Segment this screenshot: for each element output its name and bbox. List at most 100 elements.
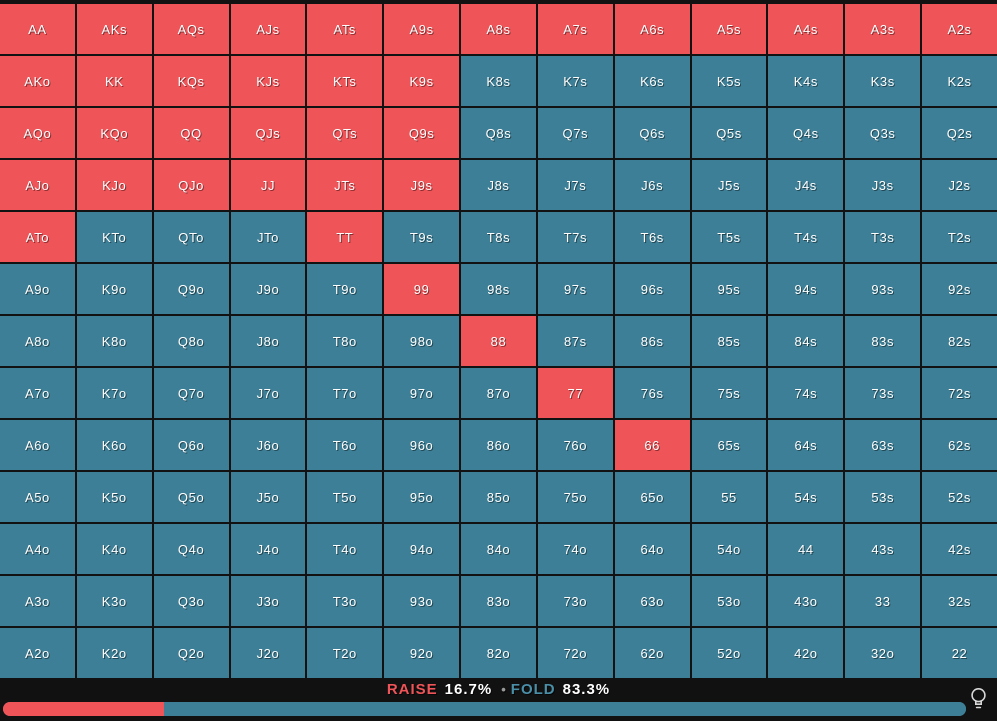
hand-cell-T9s[interactable]: T9s [384,212,460,262]
hand-cell-AA[interactable]: AA [0,4,75,54]
hand-cell-K4o[interactable]: K4o [76,524,152,574]
hand-cell-52s[interactable]: 52s [922,472,997,522]
hand-cell-K8o[interactable]: K8o [76,316,152,366]
hand-cell-J7s[interactable]: J7s [537,160,613,210]
hand-cell-97s[interactable]: 97s [537,264,613,314]
hand-cell-J9s[interactable]: J9s [384,160,460,210]
hand-cell-32o[interactable]: 32o [845,628,921,678]
hand-cell-KJo[interactable]: KJo [76,160,152,210]
hand-cell-Q3s[interactable]: Q3s [845,108,921,158]
hand-cell-99[interactable]: 99 [384,264,460,314]
hand-cell-T2o[interactable]: T2o [307,628,383,678]
hand-cell-83s[interactable]: 83s [845,316,921,366]
hand-cell-T6s[interactable]: T6s [614,212,690,262]
hand-cell-73s[interactable]: 73s [845,368,921,418]
hand-cell-Q8s[interactable]: Q8s [461,108,536,158]
hand-cell-A5s[interactable]: A5s [691,4,767,54]
hand-cell-63o[interactable]: 63o [614,576,690,626]
hand-cell-94s[interactable]: 94s [768,264,844,314]
hand-cell-82o[interactable]: 82o [461,628,536,678]
hand-cell-K9o[interactable]: K9o [76,264,152,314]
hand-cell-Q5s[interactable]: Q5s [691,108,767,158]
hand-cell-A7s[interactable]: A7s [537,4,613,54]
hand-cell-A4s[interactable]: A4s [768,4,844,54]
hand-cell-22[interactable]: 22 [922,628,997,678]
hand-cell-T3o[interactable]: T3o [307,576,383,626]
hand-cell-A3o[interactable]: A3o [0,576,75,626]
hand-cell-55[interactable]: 55 [691,472,767,522]
hand-cell-JJ[interactable]: JJ [230,160,306,210]
hand-cell-QQ[interactable]: QQ [153,108,229,158]
hand-cell-K7o[interactable]: K7o [76,368,152,418]
hand-cell-43s[interactable]: 43s [845,524,921,574]
hand-cell-82s[interactable]: 82s [922,316,997,366]
hand-cell-K3o[interactable]: K3o [76,576,152,626]
hand-cell-53o[interactable]: 53o [691,576,767,626]
hand-cell-KJs[interactable]: KJs [230,56,306,106]
hand-cell-92o[interactable]: 92o [384,628,460,678]
hand-cell-K2s[interactable]: K2s [922,56,997,106]
hand-cell-Q7o[interactable]: Q7o [153,368,229,418]
hand-cell-84s[interactable]: 84s [768,316,844,366]
hand-cell-Q9s[interactable]: Q9s [384,108,460,158]
hand-cell-92s[interactable]: 92s [922,264,997,314]
hand-cell-42s[interactable]: 42s [922,524,997,574]
hand-cell-T5s[interactable]: T5s [691,212,767,262]
hand-cell-86s[interactable]: 86s [614,316,690,366]
hand-cell-84o[interactable]: 84o [461,524,536,574]
hand-cell-J4s[interactable]: J4s [768,160,844,210]
hand-cell-J5s[interactable]: J5s [691,160,767,210]
hand-cell-72s[interactable]: 72s [922,368,997,418]
hand-cell-95s[interactable]: 95s [691,264,767,314]
hand-cell-74o[interactable]: 74o [537,524,613,574]
hand-cell-KQo[interactable]: KQo [76,108,152,158]
hand-cell-72o[interactable]: 72o [537,628,613,678]
hand-cell-Q5o[interactable]: Q5o [153,472,229,522]
hand-cell-95o[interactable]: 95o [384,472,460,522]
hand-cell-K2o[interactable]: K2o [76,628,152,678]
hand-cell-KTs[interactable]: KTs [307,56,383,106]
hand-cell-93s[interactable]: 93s [845,264,921,314]
hand-cell-Q6s[interactable]: Q6s [614,108,690,158]
hand-cell-64o[interactable]: 64o [614,524,690,574]
hand-cell-T3s[interactable]: T3s [845,212,921,262]
hand-cell-K6s[interactable]: K6s [614,56,690,106]
hand-cell-63s[interactable]: 63s [845,420,921,470]
hand-cell-33[interactable]: 33 [845,576,921,626]
hand-cell-K3s[interactable]: K3s [845,56,921,106]
hand-cell-J5o[interactable]: J5o [230,472,306,522]
hand-cell-87o[interactable]: 87o [461,368,536,418]
hand-cell-74s[interactable]: 74s [768,368,844,418]
hand-cell-AQo[interactable]: AQo [0,108,75,158]
hand-cell-62o[interactable]: 62o [614,628,690,678]
hand-cell-T4s[interactable]: T4s [768,212,844,262]
hand-cell-J3s[interactable]: J3s [845,160,921,210]
hand-cell-98s[interactable]: 98s [461,264,536,314]
hand-cell-TT[interactable]: TT [307,212,383,262]
hand-cell-A6s[interactable]: A6s [614,4,690,54]
hand-cell-AKs[interactable]: AKs [76,4,152,54]
hand-cell-88[interactable]: 88 [461,316,536,366]
hand-cell-62s[interactable]: 62s [922,420,997,470]
hand-cell-T7o[interactable]: T7o [307,368,383,418]
hand-cell-66[interactable]: 66 [614,420,690,470]
hand-cell-K7s[interactable]: K7s [537,56,613,106]
hand-cell-Q8o[interactable]: Q8o [153,316,229,366]
hand-cell-94o[interactable]: 94o [384,524,460,574]
hand-cell-54s[interactable]: 54s [768,472,844,522]
hand-cell-QTs[interactable]: QTs [307,108,383,158]
hand-cell-A6o[interactable]: A6o [0,420,75,470]
hand-cell-AKo[interactable]: AKo [0,56,75,106]
hint-button[interactable] [966,687,990,715]
hand-cell-A8o[interactable]: A8o [0,316,75,366]
hand-cell-ATs[interactable]: ATs [307,4,383,54]
hand-cell-J4o[interactable]: J4o [230,524,306,574]
hand-cell-T6o[interactable]: T6o [307,420,383,470]
hand-cell-KTo[interactable]: KTo [76,212,152,262]
hand-cell-53s[interactable]: 53s [845,472,921,522]
hand-cell-Q3o[interactable]: Q3o [153,576,229,626]
hand-cell-75o[interactable]: 75o [537,472,613,522]
hand-cell-A9o[interactable]: A9o [0,264,75,314]
hand-cell-T9o[interactable]: T9o [307,264,383,314]
hand-cell-32s[interactable]: 32s [922,576,997,626]
